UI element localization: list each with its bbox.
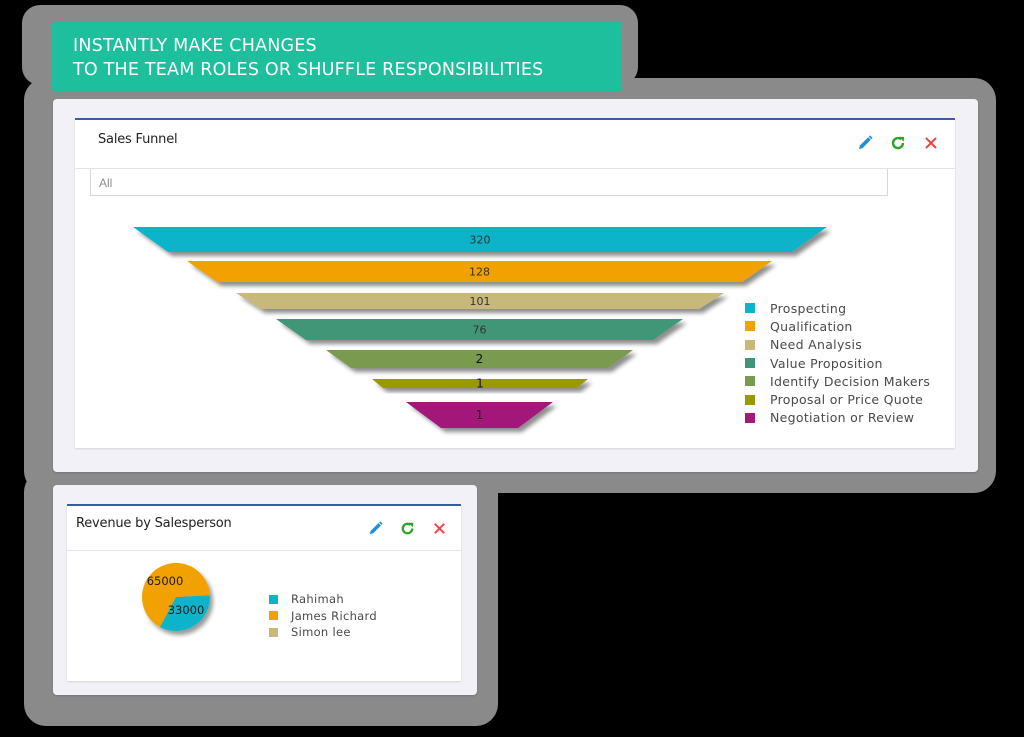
funnel-band-negotiation-or-review[interactable]: 1 xyxy=(406,402,553,428)
legend-swatch xyxy=(269,611,278,621)
legend-label: Proposal or Price Quote xyxy=(770,392,924,408)
legend-swatch xyxy=(745,412,755,423)
funnel-value-label: 76 xyxy=(473,324,487,337)
funnel-bands: 320 128 101 76 2 1 1 xyxy=(133,227,827,428)
legend-label: Negotiation or Review xyxy=(770,410,915,426)
funnel-legend: Prospecting Qualification Need Analysis Val… xyxy=(745,299,930,427)
pencil-icon[interactable] xyxy=(855,133,875,153)
pie-value-label: 33000 xyxy=(168,603,205,617)
legend-item-james-richard[interactable]: James Richard xyxy=(269,608,377,625)
funnel-band-qualification[interactable]: 128 xyxy=(187,261,772,282)
legend-swatch xyxy=(745,376,755,387)
header-divider xyxy=(889,120,955,169)
legend-swatch xyxy=(745,339,755,350)
legend-label: Qualification xyxy=(770,318,853,334)
sales-funnel-card: Sales Funnel All 32 xyxy=(53,99,978,472)
revenue-pie-chart: 33000 65000 xyxy=(142,563,210,631)
funnel-band-proposal-or-price-quote[interactable]: 1 xyxy=(372,377,588,391)
stage-filter-select[interactable]: All xyxy=(90,169,888,196)
legend-swatch xyxy=(745,303,755,314)
legend-label: Need Analysis xyxy=(770,337,863,353)
headline-banner: INSTANTLY MAKE CHANGES TO THE TEAM ROLES… xyxy=(51,22,622,91)
funnel-band-need-analysis[interactable]: 101 xyxy=(236,293,724,309)
legend-item-negotiation-or-review[interactable]: Negotiation or Review xyxy=(745,409,930,427)
pie-labels: 33000 65000 xyxy=(147,574,205,617)
funnel-value-label: 1 xyxy=(476,408,484,422)
legend-swatch xyxy=(269,594,278,604)
refresh-icon[interactable] xyxy=(888,133,908,153)
legend-label: Simon lee xyxy=(291,625,351,640)
funnel-band-value-proposition[interactable]: 76 xyxy=(276,319,683,340)
pencil-icon[interactable] xyxy=(365,518,385,538)
funnel-value-label: 128 xyxy=(469,266,490,279)
refresh-icon[interactable] xyxy=(397,518,417,538)
pie-value-label: 65000 xyxy=(147,574,184,588)
funnel-value-label: 101 xyxy=(470,295,491,308)
pie-slice-rahimah[interactable] xyxy=(159,595,210,631)
legend-swatch xyxy=(745,358,755,369)
legend-item-proposal-or-price-quote[interactable]: Proposal or Price Quote xyxy=(745,390,930,408)
widget-title: Revenue by Salesperson xyxy=(76,516,232,531)
revenue-legend: Rahimah James Richard Simon lee xyxy=(269,591,377,641)
funnel-value-label: 1 xyxy=(476,377,484,391)
banner-line-1: INSTANTLY MAKE CHANGES xyxy=(73,36,317,56)
widget-actions xyxy=(855,133,941,153)
revenue-widget: Revenue by Salesperson xyxy=(67,504,461,681)
legend-item-qualification[interactable]: Qualification xyxy=(745,317,930,335)
legend-item-rahimah[interactable]: Rahimah xyxy=(269,591,377,608)
legend-swatch xyxy=(745,394,755,405)
revenue-card: Revenue by Salesperson xyxy=(53,485,477,695)
legend-item-need-analysis[interactable]: Need Analysis xyxy=(745,336,930,354)
legend-item-simon-lee[interactable]: Simon lee xyxy=(269,624,377,641)
widget-actions xyxy=(365,518,449,538)
legend-label: Identify Decision Makers xyxy=(770,373,931,389)
legend-item-identify-decision-makers[interactable]: Identify Decision Makers xyxy=(745,372,930,390)
legend-label: James Richard xyxy=(291,608,377,623)
banner-line-2: TO THE TEAM ROLES OR SHUFFLE RESPONSIBIL… xyxy=(73,60,544,80)
sales-funnel-widget: Sales Funnel All 32 xyxy=(75,118,955,448)
widget-header: Sales Funnel xyxy=(75,120,889,169)
legend-item-value-proposition[interactable]: Value Proposition xyxy=(745,354,930,372)
legend-swatch xyxy=(269,627,278,637)
funnel-value-label: 320 xyxy=(470,234,491,247)
funnel-value-label: 2 xyxy=(476,352,484,366)
widget-header: Revenue by Salesperson xyxy=(67,506,461,551)
widget-title: Sales Funnel xyxy=(98,132,178,147)
funnel-chart: 320 128 101 76 2 1 1 xyxy=(133,227,827,428)
funnel-band-identify-decision-makers[interactable]: 2 xyxy=(326,350,633,368)
pie-slice-james-richard[interactable] xyxy=(142,563,210,627)
legend-item-prospecting[interactable]: Prospecting xyxy=(745,299,930,317)
legend-label: Prospecting xyxy=(770,300,847,316)
legend-label: Rahimah xyxy=(291,592,344,607)
legend-label: Value Proposition xyxy=(770,355,883,371)
funnel-band-prospecting[interactable]: 320 xyxy=(133,227,827,252)
close-icon[interactable] xyxy=(921,133,941,153)
close-icon[interactable] xyxy=(429,518,449,538)
pie-slices xyxy=(142,563,210,631)
legend-swatch xyxy=(745,321,755,332)
